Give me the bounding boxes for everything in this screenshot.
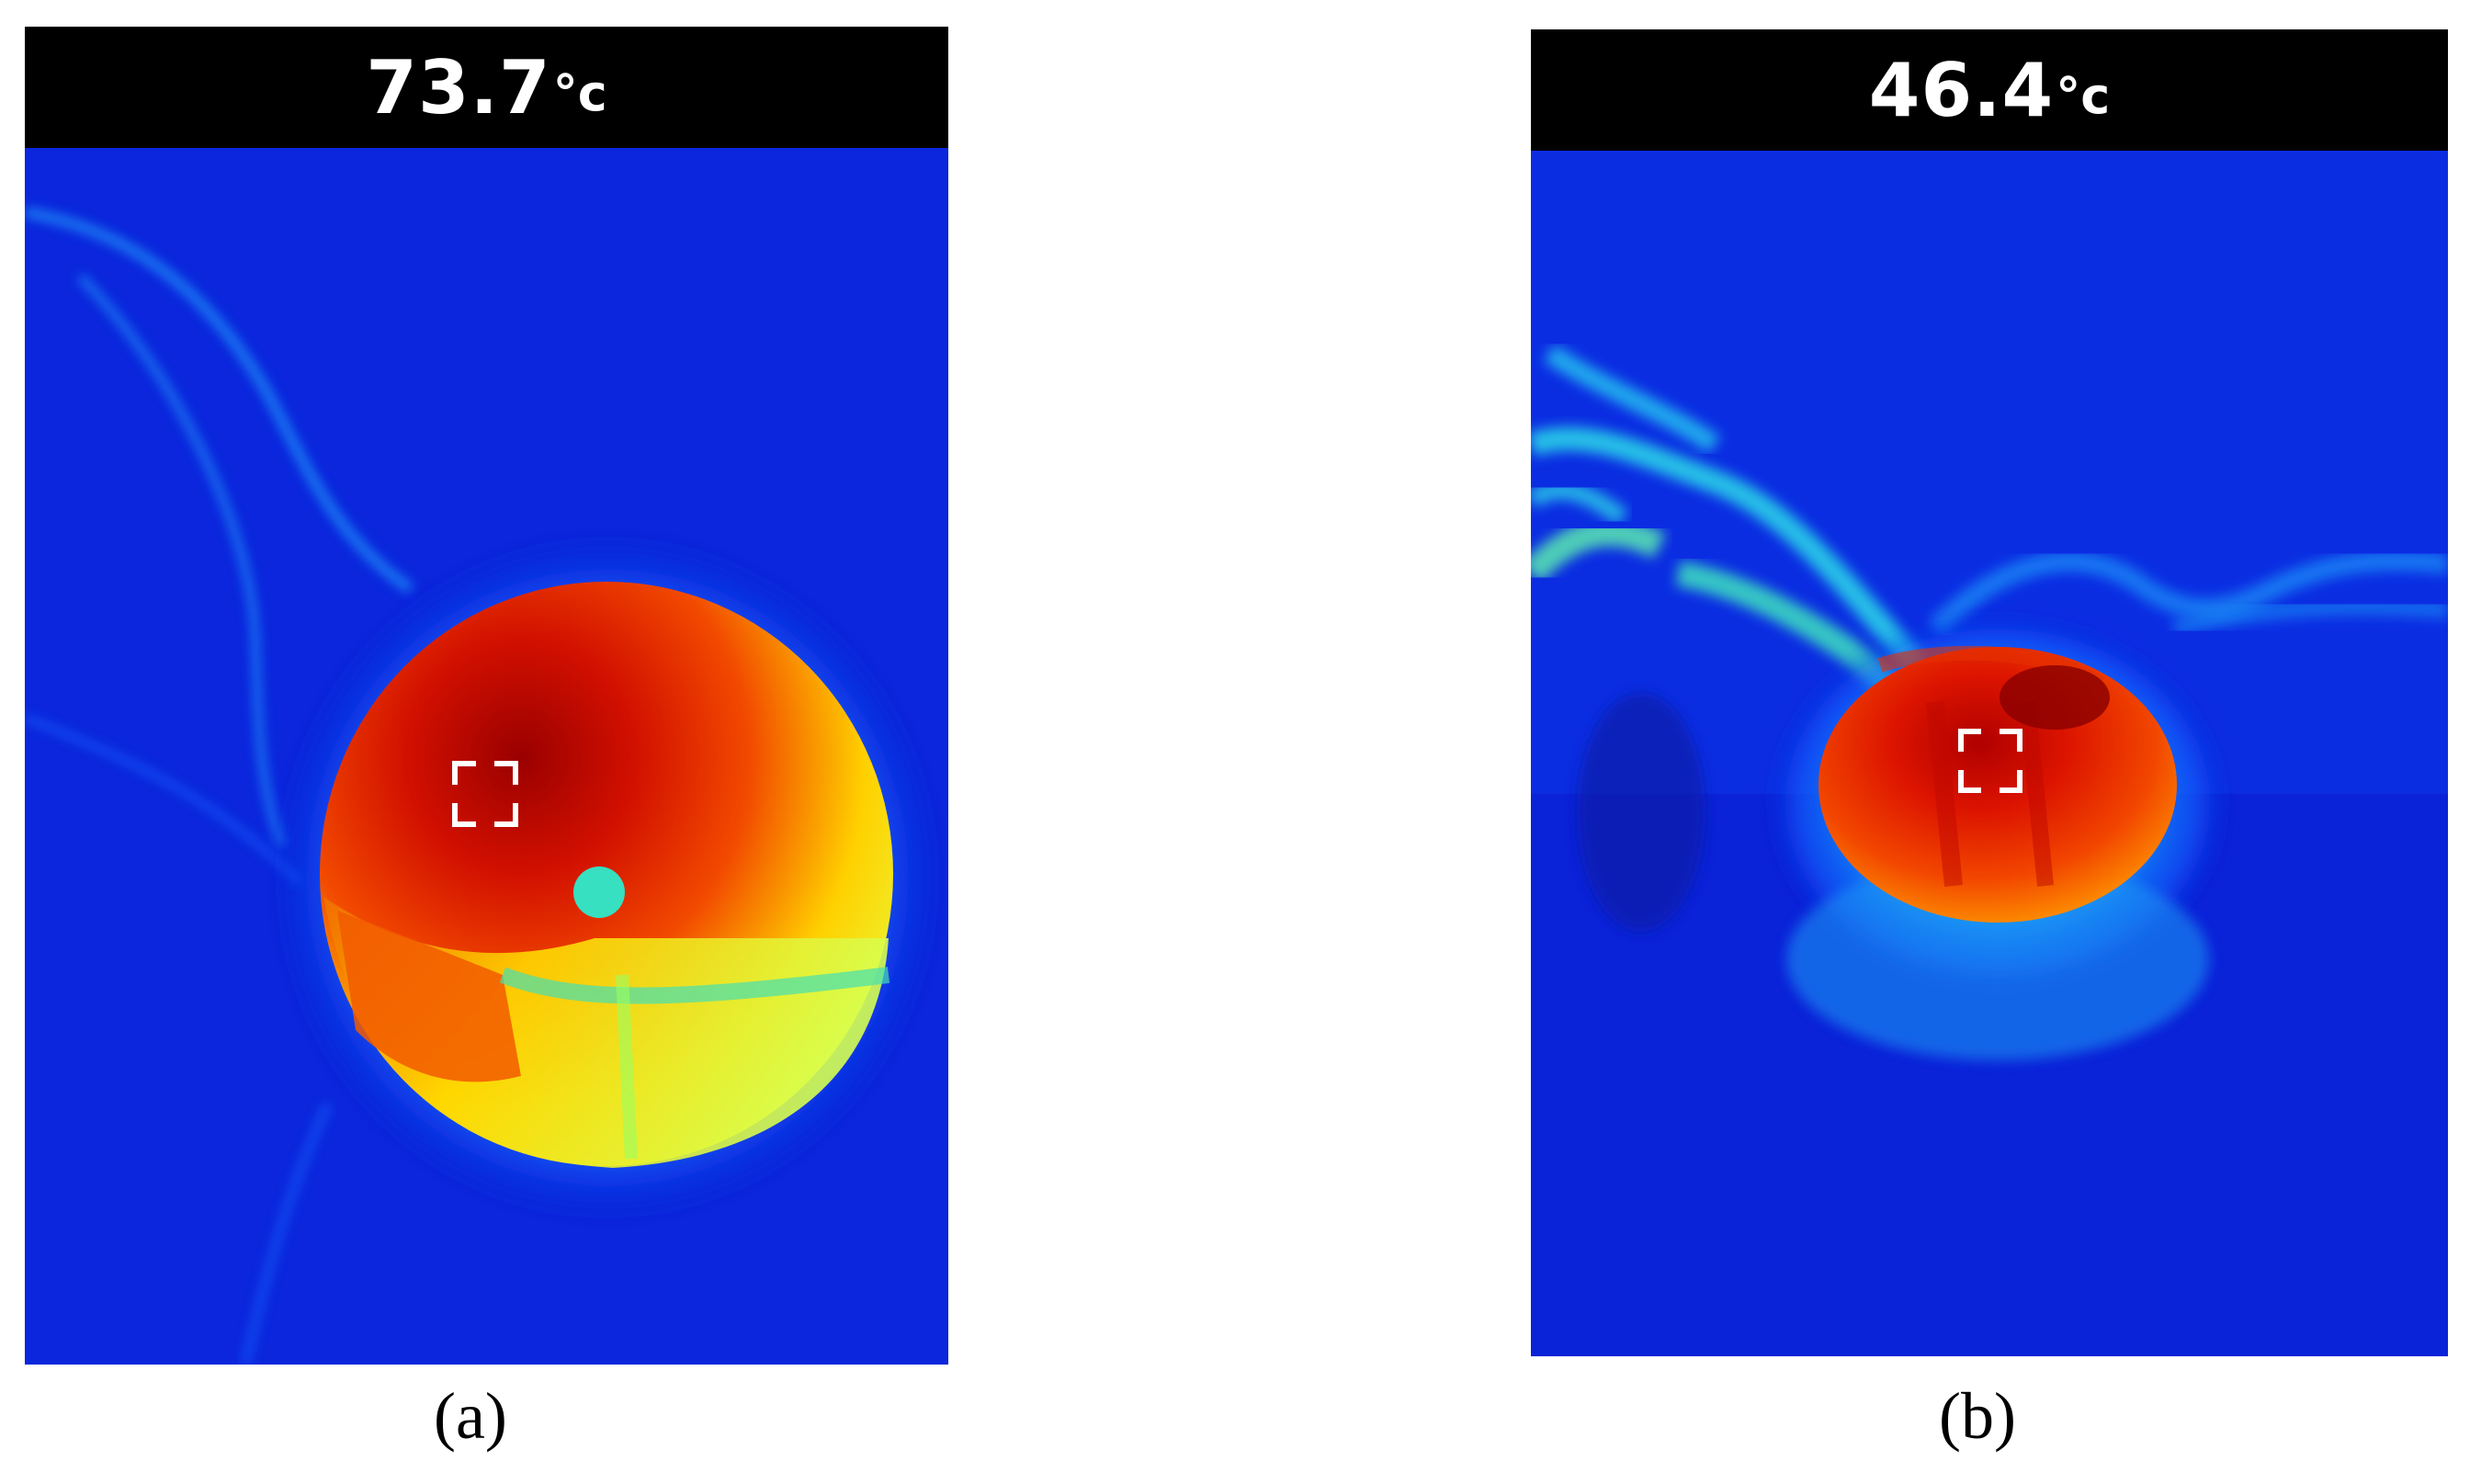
temperature-value: 73.7: [366, 44, 551, 130]
crosshair-bracket-icon: [452, 761, 518, 827]
temperature-unit: °c: [2056, 66, 2111, 125]
temperature-header: 46.4 °c: [1531, 29, 2448, 151]
temperature-value: 46.4: [1868, 47, 2055, 133]
thermal-image-graphic: [1531, 151, 2448, 1356]
thermal-panel-b: 46.4 °c: [1531, 29, 2448, 1356]
thermal-image: [1531, 151, 2448, 1356]
temperature-unit: °c: [552, 63, 607, 122]
crosshair-bracket-icon: [1958, 729, 2022, 793]
caption-a: (a): [434, 1379, 507, 1453]
caption-b: (b): [1939, 1379, 2016, 1453]
thermal-image: [25, 148, 948, 1365]
thermal-panel-a: 73.7 °c: [25, 27, 948, 1365]
temperature-header: 73.7 °c: [25, 27, 948, 148]
thermal-image-graphic: [25, 148, 948, 1365]
